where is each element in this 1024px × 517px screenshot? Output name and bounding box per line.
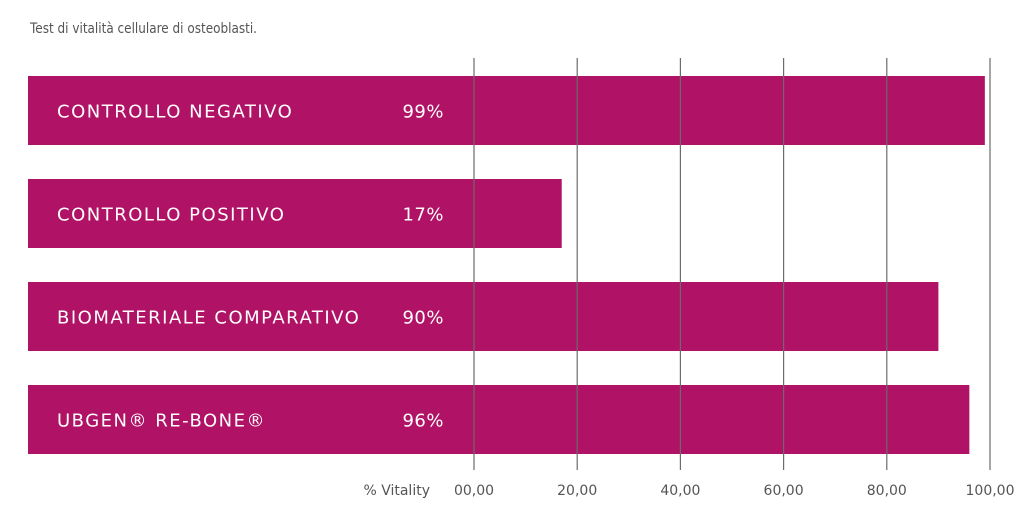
category-label-3: UBGEN® RE-BONE®	[57, 411, 266, 432]
value-label-1: 17%	[402, 205, 444, 226]
category-label-0: CONTROLLO NEGATIVO	[57, 102, 293, 123]
tick-label-2: 40,00	[660, 483, 700, 499]
category-label-1: CONTROLLO POSITIVO	[57, 205, 285, 226]
value-label-2: 90%	[402, 308, 444, 329]
x-axis: % Vitality 00,00 20,00 40,00 60,00 80,00 100,…	[363, 483, 1014, 499]
value-label-0: 99%	[402, 102, 444, 123]
tick-label-0: 00,00	[454, 483, 494, 499]
chart-subtitle: Test di vitalità cellulare di osteoblast…	[30, 21, 258, 37]
bar-labels: CONTROLLO NEGATIVO 99% CONTROLLO POSITIVO 1…	[57, 102, 444, 432]
bar-1	[28, 179, 562, 248]
value-label-3: 96%	[402, 411, 444, 432]
bar-2	[28, 282, 939, 351]
tick-label-4: 80,00	[867, 483, 907, 499]
tick-label-3: 60,00	[764, 483, 804, 499]
grid-lines	[473, 58, 991, 470]
bar-0	[28, 76, 985, 145]
bar-3	[28, 385, 970, 454]
tick-label-5: 100,00	[966, 483, 1015, 499]
tick-label-1: 20,00	[557, 483, 597, 499]
category-label-2: BIOMATERIALE COMPARATIVO	[57, 308, 360, 329]
bars	[28, 76, 985, 454]
x-axis-title: % Vitality	[363, 483, 430, 499]
